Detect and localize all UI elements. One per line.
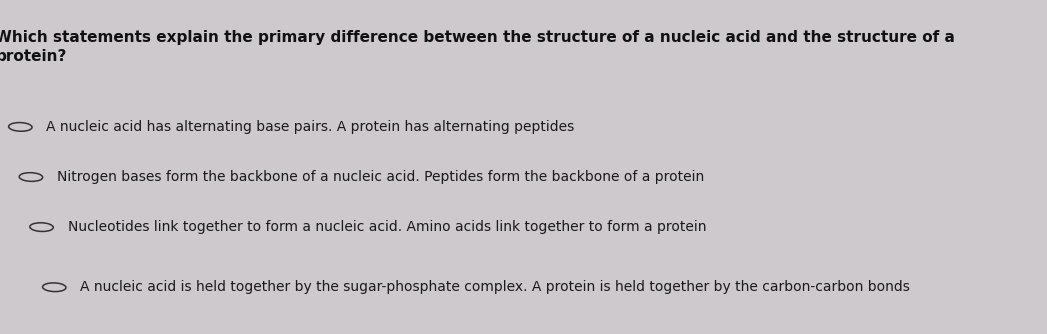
Text: A nucleic acid is held together by the sugar-phosphate complex. A protein is hel: A nucleic acid is held together by the s… <box>81 280 910 294</box>
Text: Nucleotides link together to form a nucleic acid. Amino acids link together to f: Nucleotides link together to form a nucl… <box>68 220 706 234</box>
Text: Which statements explain the primary difference between the structure of a nucle: Which statements explain the primary dif… <box>0 30 955 64</box>
Text: A nucleic acid has alternating base pairs. A protein has alternating peptides: A nucleic acid has alternating base pair… <box>46 120 575 134</box>
Text: Nitrogen bases form the backbone of a nucleic acid. Peptides form the backbone o: Nitrogen bases form the backbone of a nu… <box>57 170 705 184</box>
